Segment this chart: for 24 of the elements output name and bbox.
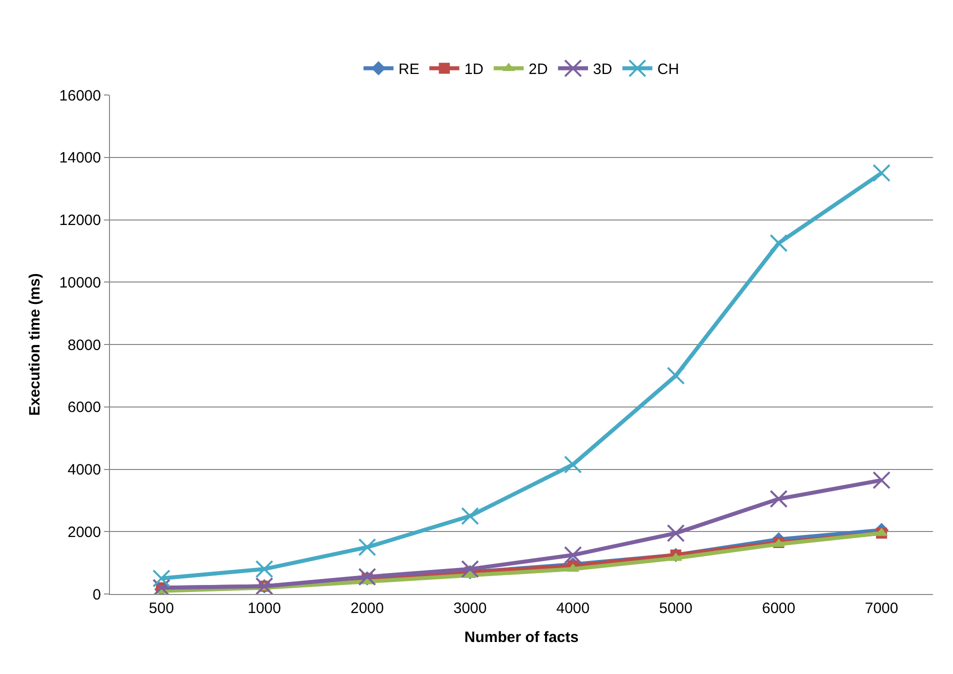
x-tick-label: 2000 [350, 600, 384, 617]
x-axis-title: Number of facts [464, 629, 579, 646]
y-tick-label: 16000 [59, 87, 101, 104]
y-tick-label: 2000 [68, 524, 101, 541]
y-tick-label: 6000 [68, 399, 101, 416]
x-tick-label: 7000 [864, 600, 898, 617]
x-tick-label: 3000 [453, 600, 487, 617]
y-tick-label: 0 [92, 586, 101, 604]
x-tick-label: 1000 [248, 600, 281, 617]
legend-label: 3D [593, 61, 612, 78]
y-tick-label: 10000 [59, 274, 101, 292]
y-tick-label: 14000 [59, 150, 101, 167]
y-tick-label: 4000 [68, 462, 101, 478]
legend-label: RE [398, 61, 420, 78]
y-tick-label: 8000 [68, 336, 101, 354]
x-tick-label: 500 [148, 600, 174, 617]
x-tick-label: 4000 [556, 600, 590, 617]
y-axis-title: Execution time (ms) [26, 273, 44, 416]
legend-label: 1D [464, 61, 484, 78]
x-tick-label: 6000 [762, 600, 796, 617]
y-tick-label: 12000 [59, 212, 101, 229]
legend-label: CH [657, 61, 680, 78]
x-tick-label: 5000 [659, 600, 692, 617]
legend-label: 2D [528, 61, 548, 78]
